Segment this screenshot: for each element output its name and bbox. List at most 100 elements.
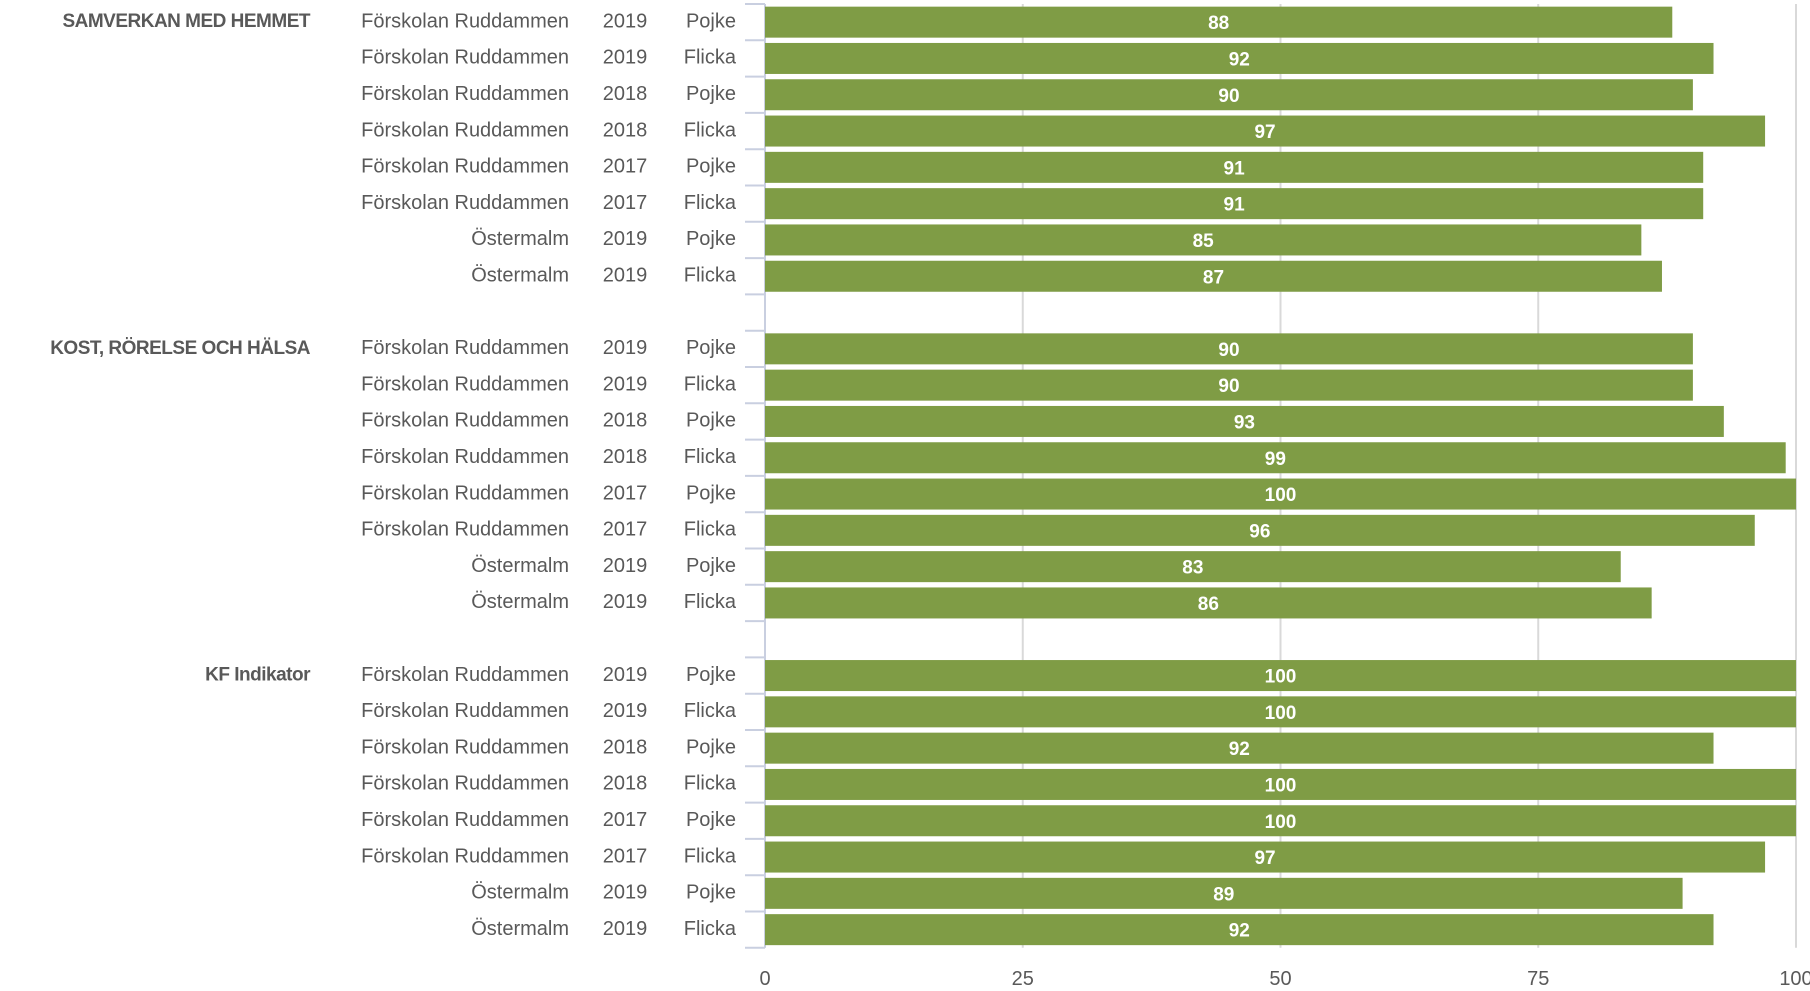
data-label: 89: [1213, 884, 1234, 905]
bar: [765, 405, 1724, 437]
gender-label: Pojke: [686, 482, 736, 504]
data-label: 92: [1229, 739, 1250, 760]
gender-label: Pojke: [686, 736, 736, 758]
school-label: Förskolan Ruddammen: [361, 519, 569, 541]
x-tick-label: 100: [1779, 968, 1810, 990]
school-label: Östermalm: [471, 918, 569, 940]
year-label: 2019: [603, 918, 648, 940]
year-label: 2019: [603, 882, 648, 904]
gender-label: Flicka: [684, 773, 737, 795]
year-label: 2017: [603, 809, 648, 831]
school-label: Förskolan Ruddammen: [361, 664, 569, 686]
x-tick-label: 0: [759, 968, 770, 990]
year-label: 2019: [603, 591, 648, 613]
school-label: Förskolan Ruddammen: [361, 446, 569, 468]
school-label: Östermalm: [471, 591, 569, 613]
bar: [765, 587, 1652, 619]
school-label: Förskolan Ruddammen: [361, 809, 569, 831]
bar: [765, 478, 1796, 510]
school-label: Förskolan Ruddammen: [361, 773, 569, 795]
x-tick-label: 75: [1527, 968, 1549, 990]
school-label: Förskolan Ruddammen: [361, 410, 569, 432]
data-label: 91: [1224, 195, 1246, 216]
data-label: 87: [1203, 267, 1224, 288]
data-label: 86: [1198, 594, 1219, 615]
gender-label: Flicka: [684, 519, 737, 541]
gender-label: Flicka: [684, 446, 737, 468]
group-label: KF Indikator: [205, 665, 311, 686]
gender-label: Flicka: [684, 845, 737, 867]
gender-label: Pojke: [686, 10, 736, 32]
data-label: 99: [1265, 449, 1286, 470]
gender-label: Flicka: [684, 591, 737, 613]
data-label: 100: [1265, 812, 1297, 833]
data-label: 83: [1182, 558, 1203, 579]
school-label: Förskolan Ruddammen: [361, 119, 569, 141]
year-label: 2019: [603, 700, 648, 722]
bar: [765, 79, 1693, 111]
bar: [765, 224, 1642, 256]
gender-label: Flicka: [684, 918, 737, 940]
school-label: Förskolan Ruddammen: [361, 337, 569, 359]
data-label: 96: [1249, 521, 1270, 542]
data-label: 100: [1265, 667, 1297, 688]
school-label: Förskolan Ruddammen: [361, 700, 569, 722]
gender-label: Flicka: [684, 265, 737, 287]
data-label: 92: [1229, 921, 1250, 942]
bar: [765, 768, 1796, 800]
gender-label: Pojke: [686, 83, 736, 105]
data-label: 100: [1265, 703, 1297, 724]
gender-label: Pojke: [686, 555, 736, 577]
data-label: 91: [1224, 158, 1246, 179]
year-label: 2018: [603, 83, 648, 105]
year-label: 2019: [603, 337, 648, 359]
year-label: 2018: [603, 119, 648, 141]
year-label: 2018: [603, 446, 648, 468]
bar: [765, 877, 1683, 909]
bar: [765, 696, 1796, 728]
year-label: 2019: [603, 228, 648, 250]
gender-label: Flicka: [684, 119, 737, 141]
data-label: 100: [1265, 775, 1297, 796]
data-label: 97: [1254, 122, 1275, 143]
year-label: 2019: [603, 373, 648, 395]
school-label: Östermalm: [471, 228, 569, 250]
bar: [765, 660, 1796, 692]
school-label: Förskolan Ruddammen: [361, 845, 569, 867]
data-label: 100: [1265, 485, 1297, 506]
year-label: 2017: [603, 482, 648, 504]
bar: [765, 333, 1693, 365]
school-label: Förskolan Ruddammen: [361, 10, 569, 32]
year-label: 2019: [603, 10, 648, 32]
year-label: 2019: [603, 265, 648, 287]
data-label: 90: [1218, 86, 1239, 107]
school-label: Östermalm: [471, 882, 569, 904]
bar: [765, 260, 1662, 292]
data-label: 90: [1218, 376, 1239, 397]
year-label: 2019: [603, 555, 648, 577]
year-label: 2017: [603, 156, 648, 178]
school-label: Östermalm: [471, 265, 569, 287]
x-tick-label: 50: [1269, 968, 1291, 990]
group-label: SAMVERKAN MED HEMMET: [62, 11, 310, 32]
year-label: 2017: [603, 519, 648, 541]
school-label: Förskolan Ruddammen: [361, 156, 569, 178]
school-label: Förskolan Ruddammen: [361, 482, 569, 504]
bar: [765, 914, 1714, 946]
data-label: 97: [1254, 848, 1275, 869]
year-label: 2019: [603, 47, 648, 69]
school-label: Östermalm: [471, 555, 569, 577]
gender-label: Pojke: [686, 809, 736, 831]
gender-label: Flicka: [684, 47, 737, 69]
gender-label: Pojke: [686, 156, 736, 178]
bar: [765, 42, 1714, 74]
school-label: Förskolan Ruddammen: [361, 736, 569, 758]
bar: [765, 841, 1766, 873]
bar: [765, 6, 1673, 38]
bar: [765, 805, 1796, 837]
data-label: 90: [1218, 340, 1239, 361]
bar: [765, 551, 1621, 583]
x-tick-label: 25: [1012, 968, 1034, 990]
year-label: 2019: [603, 664, 648, 686]
